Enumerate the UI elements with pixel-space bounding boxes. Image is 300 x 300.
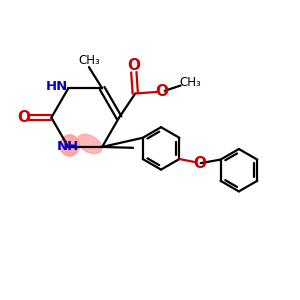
Ellipse shape bbox=[77, 134, 102, 154]
Text: HN: HN bbox=[46, 80, 68, 93]
Text: CH₃: CH₃ bbox=[78, 54, 100, 67]
Text: CH₃: CH₃ bbox=[179, 76, 201, 89]
Text: O: O bbox=[155, 84, 168, 99]
Text: O: O bbox=[193, 156, 206, 171]
Text: NH: NH bbox=[57, 140, 80, 153]
Text: O: O bbox=[127, 58, 140, 73]
Ellipse shape bbox=[60, 135, 79, 156]
Text: O: O bbox=[17, 110, 30, 125]
